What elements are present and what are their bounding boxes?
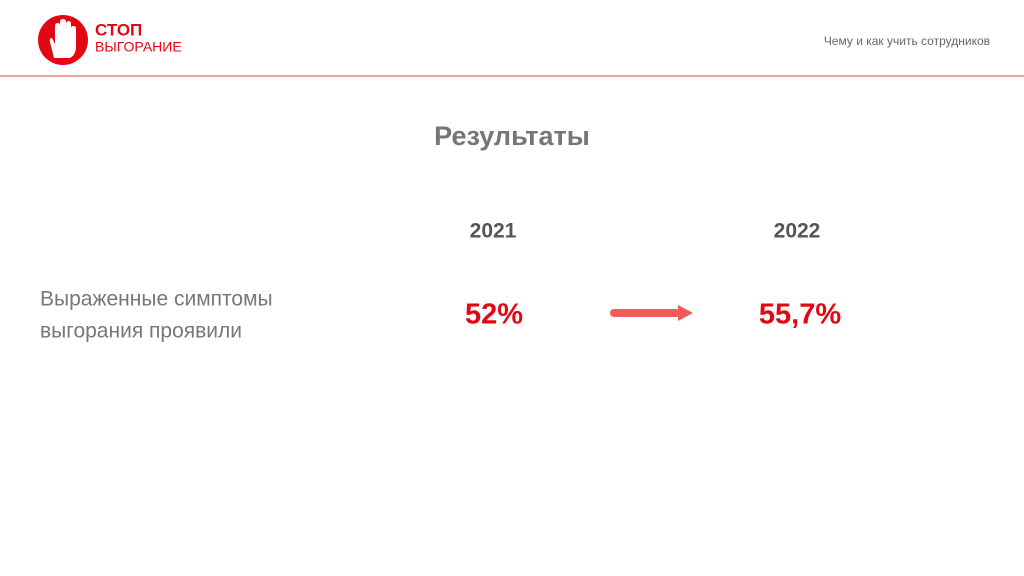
row-label: Выраженные симптомы xyxy=(40,288,273,311)
slide-title: Результаты xyxy=(434,121,590,151)
logo-text: ВЫГОРАНИЕ xyxy=(95,39,182,55)
arrow-shaft xyxy=(610,309,680,317)
header-subtitle: Чему и как учить сотрудников xyxy=(824,34,990,48)
arrow-head xyxy=(678,305,693,321)
arrow xyxy=(610,305,693,321)
result-value: 55,7% xyxy=(759,299,841,331)
row-label: выгорания проявили xyxy=(40,320,242,343)
column-header: 2022 xyxy=(774,220,821,243)
logo: СТОП ВЫГОРАНИЕ xyxy=(38,15,182,65)
logo-hand xyxy=(49,19,76,58)
column-header: 2021 xyxy=(470,220,517,243)
logo-text: СТОП xyxy=(95,20,142,39)
result-value: 52% xyxy=(465,299,523,331)
